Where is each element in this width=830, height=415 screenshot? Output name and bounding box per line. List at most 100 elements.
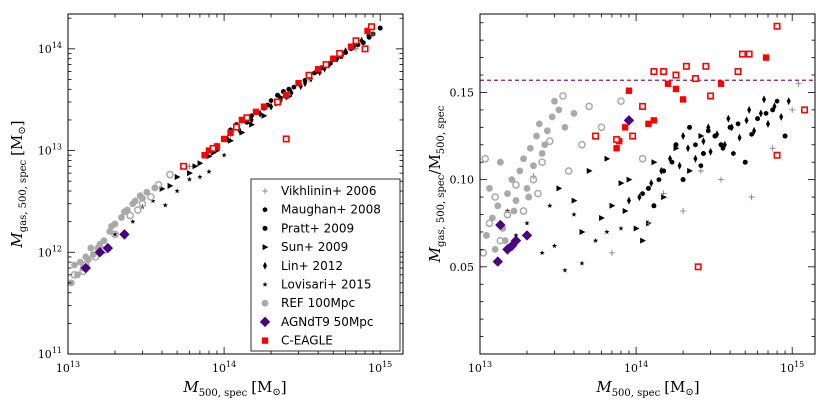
data-point bbox=[538, 150, 546, 157]
data-point bbox=[283, 92, 290, 99]
data-point bbox=[539, 250, 545, 256]
data-point bbox=[154, 181, 163, 189]
data-point bbox=[718, 176, 725, 183]
data-point bbox=[717, 80, 725, 87]
series-c-eagle-open- bbox=[180, 23, 376, 170]
data-point bbox=[729, 123, 734, 132]
series-ref-100mpc bbox=[483, 97, 578, 253]
data-point bbox=[330, 55, 337, 62]
x-tick-label: 1014 bbox=[624, 360, 648, 375]
data-point bbox=[496, 236, 505, 245]
data-point bbox=[766, 119, 771, 128]
legend-entry: Maughan+ 2008 bbox=[262, 203, 381, 217]
data-point bbox=[623, 115, 635, 126]
data-point bbox=[147, 193, 155, 201]
data-point bbox=[295, 79, 302, 87]
data-point bbox=[579, 260, 585, 266]
data-point bbox=[249, 121, 255, 128]
data-point bbox=[618, 180, 625, 187]
x-tick-label: 1014 bbox=[212, 360, 236, 375]
data-point bbox=[80, 262, 91, 274]
data-point bbox=[291, 84, 297, 90]
data-point bbox=[547, 202, 553, 209]
data-point bbox=[556, 185, 563, 192]
data-point bbox=[370, 30, 377, 37]
data-point bbox=[268, 97, 274, 104]
data-point bbox=[524, 220, 530, 226]
data-point bbox=[205, 147, 213, 154]
data-point bbox=[679, 96, 687, 103]
legend-entry: Pratt+ 2009 bbox=[262, 221, 354, 235]
data-point bbox=[491, 245, 499, 253]
legend-marker bbox=[261, 299, 269, 307]
data-point bbox=[533, 132, 540, 140]
data-point bbox=[206, 153, 213, 160]
data-point bbox=[680, 208, 687, 215]
data-point bbox=[586, 167, 593, 174]
data-point bbox=[640, 190, 645, 197]
data-point bbox=[681, 132, 686, 141]
data-point bbox=[187, 170, 193, 177]
x-tick-label: 1013 bbox=[56, 360, 80, 375]
data-point bbox=[651, 203, 657, 209]
data-point bbox=[121, 208, 128, 216]
y-tick-label: 1012 bbox=[38, 244, 62, 259]
data-point bbox=[545, 137, 554, 146]
data-point bbox=[228, 137, 234, 144]
legend-marker bbox=[262, 225, 268, 231]
series-c-eagle-open- bbox=[592, 22, 809, 271]
series-lovisari-2015 bbox=[112, 152, 227, 237]
y-tick-label: 1013 bbox=[38, 143, 62, 158]
data-point bbox=[559, 92, 567, 100]
data-point bbox=[227, 129, 234, 136]
data-point bbox=[361, 45, 369, 53]
legend-marker bbox=[263, 261, 267, 270]
data-point bbox=[238, 116, 246, 124]
data-point bbox=[782, 133, 788, 139]
data-point bbox=[555, 106, 563, 114]
data-point bbox=[206, 168, 212, 174]
series-ref-100mpc-open- bbox=[480, 92, 647, 257]
data-point bbox=[735, 121, 741, 127]
data-point bbox=[633, 225, 640, 232]
data-point bbox=[561, 123, 569, 131]
data-point bbox=[617, 97, 625, 106]
data-point bbox=[260, 103, 268, 110]
data-point bbox=[608, 249, 615, 256]
data-point bbox=[763, 110, 769, 116]
data-point bbox=[599, 215, 605, 221]
data-point bbox=[352, 37, 360, 45]
data-point bbox=[118, 214, 125, 221]
data-point bbox=[650, 68, 658, 76]
legend-box bbox=[250, 178, 401, 352]
data-point bbox=[174, 173, 181, 180]
data-point bbox=[693, 142, 698, 148]
data-point bbox=[186, 176, 193, 182]
data-point bbox=[534, 189, 542, 198]
data-point bbox=[585, 102, 593, 111]
data-point bbox=[715, 130, 720, 139]
legend-label: Sun+ 2009 bbox=[281, 240, 348, 254]
data-point bbox=[762, 54, 770, 61]
data-point bbox=[126, 211, 134, 220]
data-point bbox=[535, 120, 543, 128]
data-point bbox=[659, 166, 664, 175]
data-point bbox=[685, 144, 690, 153]
y-tick-label: 1014 bbox=[38, 41, 62, 56]
left-ticks: 1013 1014 1015 1011 1012 1013 1014 bbox=[38, 14, 403, 375]
data-point bbox=[691, 75, 699, 83]
series-pratt-2009 bbox=[645, 107, 788, 209]
series-vikhlinin-2006 bbox=[530, 80, 802, 256]
legend-entry: Sun+ 2009 bbox=[262, 240, 348, 254]
data-point bbox=[286, 86, 292, 92]
series-lin-2012 bbox=[626, 95, 791, 205]
data-point bbox=[359, 36, 364, 45]
data-point bbox=[604, 229, 610, 235]
data-point bbox=[239, 129, 246, 136]
data-point bbox=[706, 123, 711, 132]
data-point bbox=[494, 202, 502, 210]
data-point bbox=[186, 163, 193, 170]
legend-entry: AGNdT9 50Mpc bbox=[259, 315, 374, 329]
data-point bbox=[564, 167, 573, 175]
data-point bbox=[726, 114, 731, 123]
